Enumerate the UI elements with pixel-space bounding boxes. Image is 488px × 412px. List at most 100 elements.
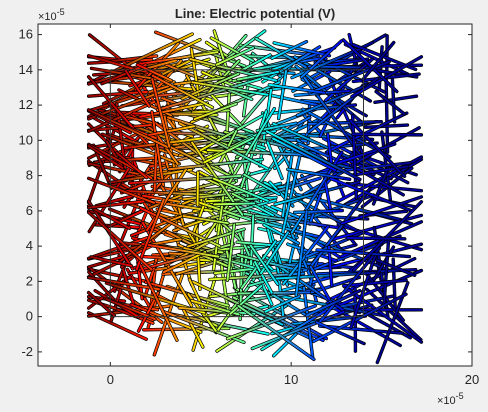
y-tick-label: 2 [26,273,33,288]
fiber-segment [124,69,151,108]
y-axis: -2 0 2 4 6 8 10 12 14 16 [19,27,472,359]
fiber-segment [256,122,297,132]
y-tick-label: -2 [21,344,33,359]
fiber-segment [342,38,398,93]
fiber-segment [135,198,165,271]
fiber-segment [334,307,402,347]
fiber-segment [87,311,148,341]
fiber-segment [93,117,138,143]
x-tick-label: 0 [107,372,114,387]
fiber-segment [162,251,207,274]
fiber-segment [349,164,405,196]
fiber-segment [136,63,173,82]
fiber-segment [376,259,416,277]
fiber-segment [178,122,269,170]
fiber-segment [213,244,272,251]
fiber-segment [382,234,390,307]
fiber-segment [115,151,148,179]
fiber-segment [213,30,229,71]
fiber-segment [296,80,376,117]
fiber-segment [332,214,423,241]
fiber-segment [342,279,408,287]
x-axis: 0 10 20 [107,24,479,387]
fiber-segment [236,70,280,81]
fiber-segment [87,204,131,230]
y-tick-label: 4 [26,238,33,253]
fiber-segment [167,116,266,149]
fiber-segment [174,75,232,86]
fiber-segment [156,77,262,111]
fiber-segment [225,93,231,138]
fiber-segment [309,265,331,300]
fiber-segment [197,201,252,221]
fiber-segment [178,306,256,315]
fiber-segment [251,310,345,350]
fiber-segment [215,46,255,66]
fiber-segment [102,57,195,105]
fiber-segment [362,41,395,81]
fiber-segment [87,90,148,98]
fiber-segment [155,132,179,165]
fiber-segment [138,51,219,66]
fiber-segment [277,63,289,120]
fiber-segment [343,285,423,344]
fiber-segment [226,304,317,340]
fiber-segment [210,37,255,62]
fiber-segment [237,291,320,295]
fiber-segment [181,306,204,348]
fiber-segment [243,173,281,196]
fiber-segment [286,168,351,181]
fiber-segment [254,261,273,294]
fiber-segment [249,244,279,286]
fiber-segment [167,158,264,171]
fiber-segment [154,31,246,68]
fiber-segment [373,95,418,104]
fiber-segment [151,38,201,64]
y-axis-exponent: ×10-5 [38,7,65,23]
fiber-segment [232,63,293,134]
fiber-segment [293,209,344,214]
fiber-segment [310,276,361,294]
x-axis-exponent: ×10-5 [437,391,464,407]
fiber-segment [242,212,341,229]
fiber-segment [125,189,221,197]
fiber-segment [295,210,308,297]
fiber-segment [271,40,308,60]
fiber-segment [105,298,156,321]
fiber-segment [237,304,315,361]
fiber-segment [272,137,337,172]
fiber-segment [87,75,139,135]
fiber-segment [256,220,320,238]
fiber-segment [90,255,133,267]
fiber-segment [236,241,277,247]
fiber-segment [310,188,371,267]
axes-frame [37,23,473,367]
geometry-domain-box [109,69,365,318]
fiber-segment [130,214,184,237]
fiber-segment [87,211,153,271]
fiber-segment [326,112,408,153]
fiber-segment [87,200,145,209]
fiber-segment [87,177,156,204]
fiber-segment [364,124,409,129]
fiber-segment [351,133,423,136]
plot-area [86,29,424,365]
y-tick-label: 16 [19,27,33,42]
fiber-segment [87,108,169,148]
fiber-segment [101,133,181,165]
fiber-segment [193,102,238,121]
fiber-segment [237,287,326,303]
fiber-segment [350,241,381,329]
fiber-segment [208,272,305,281]
fiber-segment [370,246,395,285]
fiber-segment [318,247,381,323]
fiber-segment [87,85,177,120]
fiber-segment [273,41,331,57]
fiber-segment [182,190,253,201]
fiber-segment [330,177,413,212]
fiber-segment [265,130,361,181]
fiber-segment [306,289,361,317]
y-tick-label: 0 [26,309,33,324]
fiber-segment [105,54,158,63]
